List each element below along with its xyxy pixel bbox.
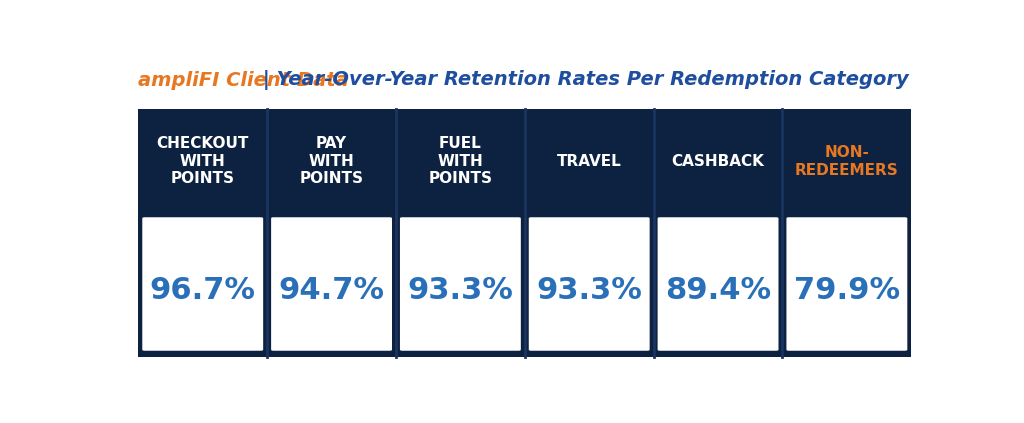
Text: 96.7%: 96.7%	[150, 276, 256, 305]
Text: PAY
WITH
POINTS: PAY WITH POINTS	[300, 137, 364, 186]
Text: 93.3%: 93.3%	[408, 276, 513, 305]
FancyBboxPatch shape	[657, 217, 778, 351]
FancyBboxPatch shape	[400, 217, 521, 351]
Text: ampliFI Client Data: ampliFI Client Data	[138, 71, 349, 90]
FancyBboxPatch shape	[271, 217, 392, 351]
Text: TRAVEL: TRAVEL	[557, 154, 622, 169]
Text: 94.7%: 94.7%	[279, 276, 385, 305]
Text: CHECKOUT
WITH
POINTS: CHECKOUT WITH POINTS	[157, 137, 249, 186]
FancyBboxPatch shape	[138, 110, 911, 357]
Text: 93.3%: 93.3%	[537, 276, 642, 305]
FancyBboxPatch shape	[786, 217, 907, 351]
Text: | Year-Over-Year Retention Rates Per Redemption Category: | Year-Over-Year Retention Rates Per Red…	[256, 70, 908, 90]
Text: NON-
REDEEMERS: NON- REDEEMERS	[795, 145, 899, 178]
Text: 79.9%: 79.9%	[794, 276, 900, 305]
FancyBboxPatch shape	[528, 217, 649, 351]
FancyBboxPatch shape	[142, 217, 263, 351]
Text: 89.4%: 89.4%	[665, 276, 771, 305]
Text: CASHBACK: CASHBACK	[672, 154, 765, 169]
Text: FUEL
WITH
POINTS: FUEL WITH POINTS	[428, 137, 493, 186]
